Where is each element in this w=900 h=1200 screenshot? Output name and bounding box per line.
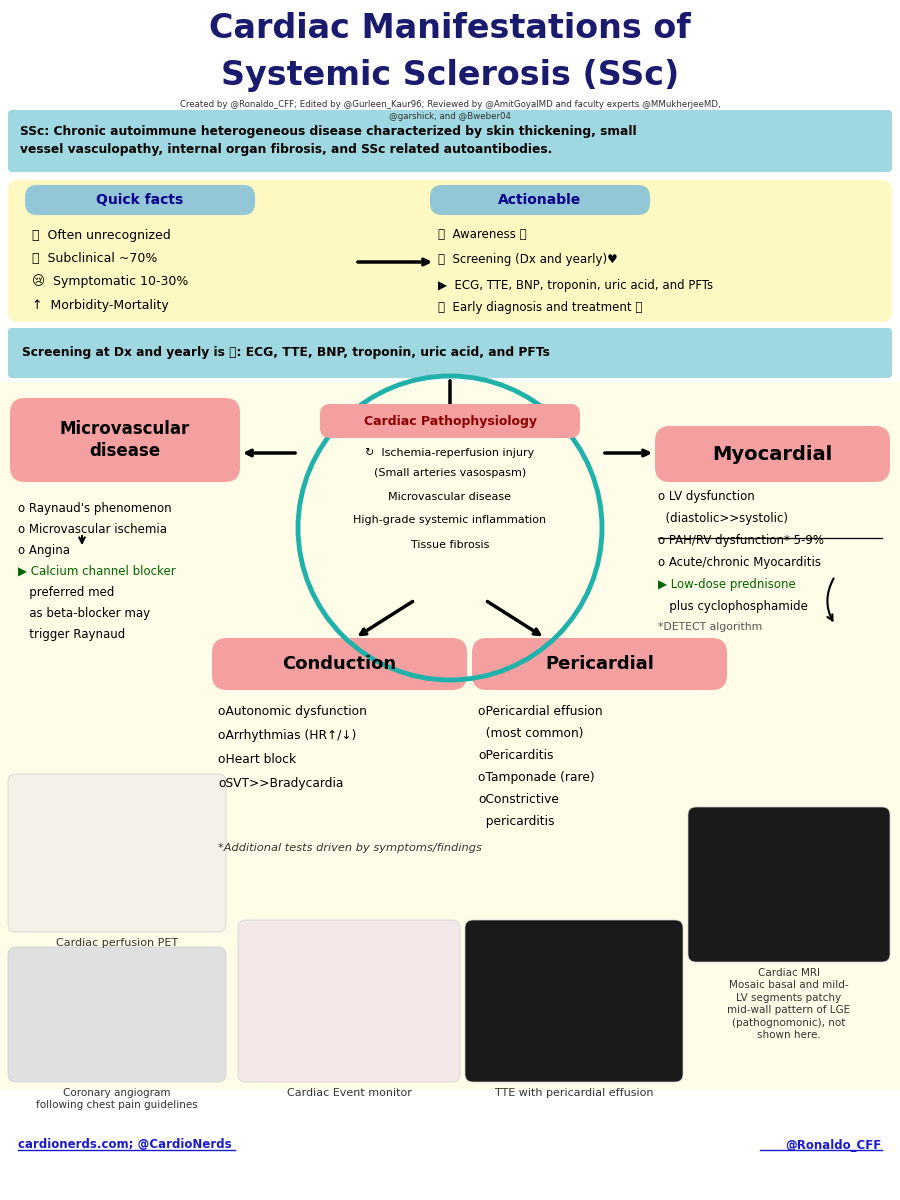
Text: Screening at Dx and yearly is 🔑: ECG, TTE, BNP, troponin, uric acid, and PFTs: Screening at Dx and yearly is 🔑: ECG, TT… — [22, 347, 550, 360]
Text: Cardiac Manifestations of: Cardiac Manifestations of — [209, 12, 691, 44]
Text: o Acute/chronic Myocarditis: o Acute/chronic Myocarditis — [658, 556, 821, 569]
FancyBboxPatch shape — [8, 774, 226, 932]
Text: cardionerds.com; @CardioNerds: cardionerds.com; @CardioNerds — [18, 1139, 231, 1152]
Text: o Microvascular ischemia: o Microvascular ischemia — [18, 523, 167, 536]
Text: preferred med: preferred med — [18, 586, 114, 599]
Text: ▶  ECG, TTE, BNP, troponin, uric acid, and PFTs: ▶ ECG, TTE, BNP, troponin, uric acid, an… — [438, 278, 713, 292]
FancyBboxPatch shape — [8, 110, 892, 172]
Text: Microvascular disease: Microvascular disease — [389, 492, 511, 502]
Text: Cardiac perfusion PET: Cardiac perfusion PET — [56, 938, 178, 948]
FancyBboxPatch shape — [8, 328, 892, 378]
Text: pericarditis: pericarditis — [478, 815, 554, 828]
Text: oConstrictive: oConstrictive — [478, 793, 559, 806]
Text: ▶ Low-dose prednisone: ▶ Low-dose prednisone — [658, 578, 796, 590]
FancyBboxPatch shape — [0, 382, 900, 1090]
Text: SSc: Chronic autoimmune heterogeneous disease characterized by skin thickening, : SSc: Chronic autoimmune heterogeneous di… — [20, 126, 636, 156]
Bar — [0, 0, 900, 100]
Text: Coronary angiogram
following chest pain guidelines: Coronary angiogram following chest pain … — [36, 1088, 198, 1110]
Text: oArrhythmias (HR↑/↓): oArrhythmias (HR↑/↓) — [218, 728, 356, 742]
Text: (Small arteries vasospasm): (Small arteries vasospasm) — [374, 468, 526, 478]
Text: @Ronaldo_CFF: @Ronaldo_CFF — [786, 1139, 882, 1152]
Text: oPericarditis: oPericarditis — [478, 749, 554, 762]
Text: Quick facts: Quick facts — [96, 193, 184, 206]
FancyBboxPatch shape — [688, 806, 890, 962]
Text: oAutonomic dysfunction: oAutonomic dysfunction — [218, 704, 367, 718]
Text: Cardiac Event monitor: Cardiac Event monitor — [286, 1088, 411, 1098]
Text: 😢  Symptomatic 10-30%: 😢 Symptomatic 10-30% — [32, 274, 188, 288]
FancyBboxPatch shape — [320, 404, 580, 438]
Text: Cardiac MRI
Mosaic basal and mild-
LV segments patchy
mid-wall pattern of LGE
(p: Cardiac MRI Mosaic basal and mild- LV se… — [727, 968, 850, 1040]
Text: *Additional tests driven by symptoms/findings: *Additional tests driven by symptoms/fin… — [218, 842, 482, 853]
Text: ✅  Awareness 💡: ✅ Awareness 💡 — [438, 228, 526, 241]
Text: ▶ Calcium channel blocker: ▶ Calcium channel blocker — [18, 565, 176, 578]
Text: ↑  Morbidity-Mortality: ↑ Morbidity-Mortality — [32, 299, 169, 312]
Text: Created by @Ronaldo_CFF; Edited by @Gurleen_Kaur96; Reviewed by @AmitGoyalMD and: Created by @Ronaldo_CFF; Edited by @Gurl… — [180, 100, 720, 121]
Text: o Raynaud's phenomenon: o Raynaud's phenomenon — [18, 502, 172, 515]
FancyBboxPatch shape — [238, 920, 460, 1082]
FancyBboxPatch shape — [430, 185, 650, 215]
Text: Actionable: Actionable — [499, 193, 581, 206]
Text: Microvascular
disease: Microvascular disease — [60, 420, 190, 460]
Text: plus cyclophosphamide: plus cyclophosphamide — [658, 600, 808, 613]
Text: ✅  Early diagnosis and treatment 💉: ✅ Early diagnosis and treatment 💉 — [438, 301, 643, 314]
Text: oSVT>>Bradycardia: oSVT>>Bradycardia — [218, 778, 344, 790]
Text: as beta-blocker may: as beta-blocker may — [18, 607, 150, 620]
FancyBboxPatch shape — [8, 180, 892, 322]
FancyBboxPatch shape — [25, 185, 255, 215]
Text: 🚫  Subclinical ~70%: 🚫 Subclinical ~70% — [32, 252, 157, 264]
Text: oHeart block: oHeart block — [218, 754, 296, 766]
Text: o PAH/RV dysfunction* 5-9%: o PAH/RV dysfunction* 5-9% — [658, 534, 824, 547]
Text: trigger Raynaud: trigger Raynaud — [18, 628, 125, 641]
Text: High-grade systemic inflammation: High-grade systemic inflammation — [354, 515, 546, 526]
Text: o Angina: o Angina — [18, 544, 70, 557]
Text: TTE with pericardial effusion: TTE with pericardial effusion — [495, 1088, 653, 1098]
Text: oPericardial effusion: oPericardial effusion — [478, 704, 603, 718]
Text: Systemic Sclerosis (SSc): Systemic Sclerosis (SSc) — [220, 59, 680, 91]
Text: Cardiac Pathophysiology: Cardiac Pathophysiology — [364, 414, 536, 427]
FancyBboxPatch shape — [465, 920, 683, 1082]
Text: Conduction: Conduction — [283, 655, 397, 673]
Text: Pericardial: Pericardial — [545, 655, 654, 673]
FancyBboxPatch shape — [655, 426, 890, 482]
Text: ✅  Screening (Dx and yearly)♥: ✅ Screening (Dx and yearly)♥ — [438, 253, 617, 266]
Text: Myocardial: Myocardial — [712, 444, 832, 463]
Text: 👤  Often unrecognized: 👤 Often unrecognized — [32, 228, 171, 241]
Text: (diastolic>>systolic): (diastolic>>systolic) — [658, 512, 788, 526]
Text: ↻  Ischemia-reperfusion injury: ↻ Ischemia-reperfusion injury — [365, 448, 535, 458]
Text: Tissue fibrosis: Tissue fibrosis — [410, 540, 490, 550]
FancyBboxPatch shape — [8, 947, 226, 1082]
Text: (most common): (most common) — [478, 727, 583, 740]
Text: oTamponade (rare): oTamponade (rare) — [478, 770, 595, 784]
FancyBboxPatch shape — [472, 638, 727, 690]
FancyBboxPatch shape — [212, 638, 467, 690]
FancyBboxPatch shape — [10, 398, 240, 482]
Text: o LV dysfunction: o LV dysfunction — [658, 490, 755, 503]
Text: *DETECT algorithm: *DETECT algorithm — [658, 622, 762, 632]
